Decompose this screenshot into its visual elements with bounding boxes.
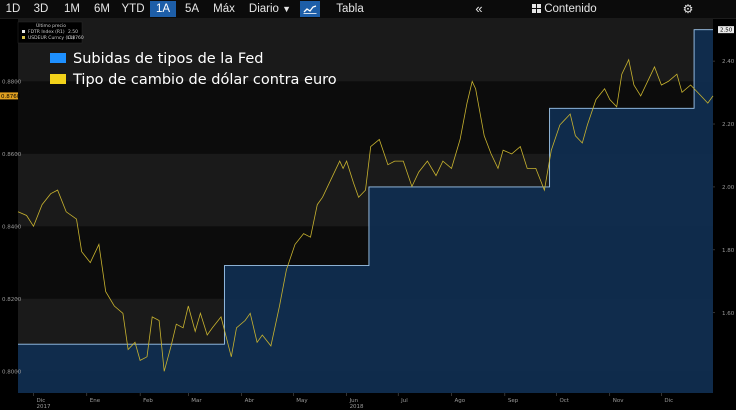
- x-tick-label: Dic: [36, 398, 45, 404]
- right-last-value-tag: [718, 26, 734, 34]
- contents-button[interactable]: Contenido: [532, 1, 610, 17]
- range-ytd-button[interactable]: YTD: [121, 3, 145, 15]
- left-tick-label: 0.8400: [2, 224, 22, 230]
- x-tick-label: Mar: [191, 398, 202, 404]
- table-button[interactable]: Tabla: [336, 3, 364, 15]
- x-tick-label: Ago: [455, 398, 466, 404]
- frequency-label: Diario: [248, 3, 279, 15]
- x-tick-label: Dic: [664, 398, 673, 404]
- range-1a-button[interactable]: 1A: [150, 1, 176, 17]
- mini-legend-row-usdeur-value: 0.8760: [68, 35, 84, 41]
- mini-legend-header: Último precio: [36, 22, 66, 29]
- grid-icon: [532, 3, 544, 15]
- axes: 0.8000 0.8200 0.8400 0.8600 0.8800 1.60 1.80 2.…: [0, 26, 735, 410]
- left-tick-label: 0.8600: [2, 152, 22, 158]
- gear-icon[interactable]: ⚙: [682, 2, 694, 16]
- chart-toolbar: 1D 3D 1M 6M YTD 1A 5A Máx Diario ▼ Tabla…: [0, 0, 736, 19]
- left-tick-label: 0.8000: [2, 369, 22, 375]
- frequency-dropdown[interactable]: Diario ▼: [243, 1, 297, 17]
- range-3d-button[interactable]: 3D: [33, 3, 49, 15]
- right-tick-label: 1.80: [722, 248, 735, 254]
- fed-rate-series: [18, 29, 713, 393]
- x-tick-label: Abr: [245, 398, 255, 404]
- mini-legend-swatch-usdeur: [22, 36, 25, 39]
- usdeur-line: [17, 58, 714, 372]
- right-tick-label: 1.60: [722, 311, 735, 317]
- x-tick-label: Ene: [90, 398, 101, 404]
- left-tick-label: 0.8800: [2, 79, 22, 85]
- mini-legend-swatch-fdtr: [22, 30, 25, 33]
- x-tick-label: Jul: [400, 398, 408, 404]
- mini-legend: Último precio FDTR Index (R1) 2.50 USDEU…: [17, 21, 84, 44]
- caret-down-icon: ▼: [282, 4, 292, 14]
- mini-legend-row-fdtr-value: 2.50: [68, 29, 78, 35]
- double-chevron-left-icon[interactable]: «: [475, 1, 483, 16]
- left-tick-label: 0.8200: [2, 297, 22, 303]
- range-6m-button[interactable]: 6M: [94, 3, 110, 15]
- mini-legend-row-fdtr-name: FDTR Index (R1): [28, 29, 65, 35]
- x-tick-label: Feb: [143, 398, 153, 404]
- contents-label: Contenido: [544, 3, 597, 15]
- legend-swatch-usdeur: [50, 74, 66, 84]
- left-last-value-text: 0.8760: [1, 94, 21, 100]
- mini-legend-row-usdeur-name: USDEUR Curncy (L1): [28, 35, 75, 41]
- chart-area: 0.8000 0.8200 0.8400 0.8600 0.8800 1.60 1.80 2.…: [0, 18, 735, 410]
- x-tick-label: May: [296, 398, 308, 404]
- fed-rate-line: [18, 29, 713, 345]
- line-chart-icon[interactable]: [300, 1, 320, 17]
- left-last-value-tag: [0, 92, 18, 100]
- x-year-label: 2017: [36, 404, 50, 410]
- range-max-button[interactable]: Máx: [213, 3, 235, 15]
- x-tick-label: Nov: [613, 398, 624, 404]
- plot-band: [18, 18, 713, 82]
- range-1d-button[interactable]: 1D: [5, 3, 21, 15]
- legend-label-usdeur: Tipo de cambio de dólar contra euro: [72, 72, 337, 88]
- x-year-label: 2018: [350, 404, 364, 410]
- range-5a-button[interactable]: 5A: [184, 3, 200, 15]
- range-1m-button[interactable]: 1M: [64, 3, 80, 15]
- right-tick-label: 2.40: [722, 59, 735, 65]
- legend-label-fed: Subidas de tipos de la Fed: [73, 51, 264, 67]
- right-last-value-text: 2.50: [720, 28, 733, 34]
- fed-rate-area: [18, 29, 713, 393]
- x-tick-label: Jun: [349, 398, 359, 404]
- right-tick-label: 2.20: [722, 122, 735, 128]
- right-tick-label: 2.00: [722, 185, 735, 191]
- usdeur-series: [17, 58, 714, 372]
- x-tick-label: Oct: [559, 398, 569, 404]
- x-tick-label: Sep: [508, 398, 519, 404]
- legend-swatch-fed: [50, 53, 66, 63]
- chart-legend: Subidas de tipos de la Fed Tipo de cambi…: [50, 51, 337, 88]
